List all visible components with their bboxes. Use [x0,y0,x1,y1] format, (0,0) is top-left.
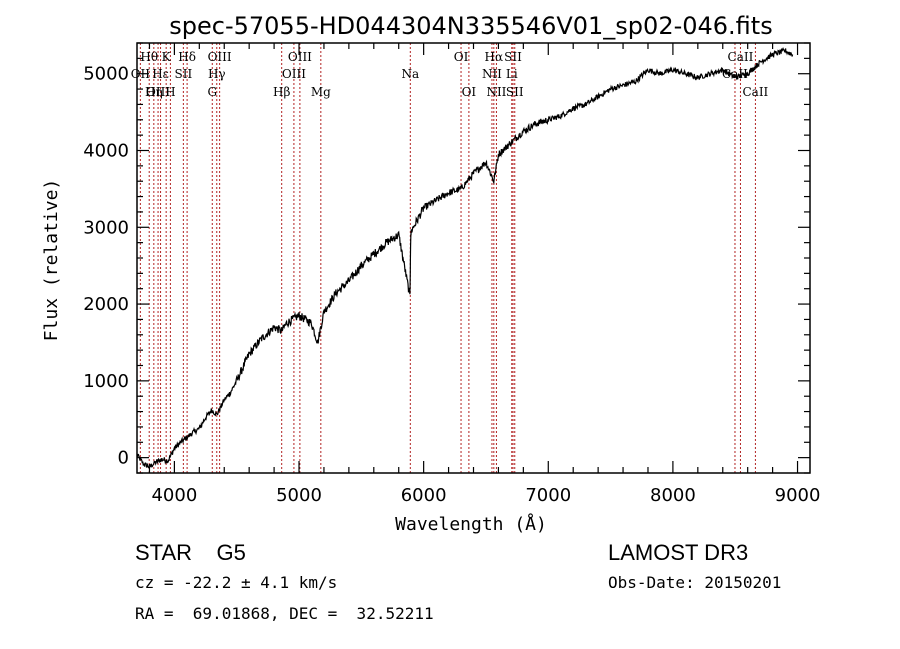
y-axis-label: Flux (relative) [41,179,62,342]
y-tick-label: 3000 [83,217,129,238]
line-label: OIII [288,50,312,64]
survey-name: LAMOST DR3 [608,540,749,565]
line-label: Mg [311,85,331,99]
spectrum-line [136,47,794,469]
line-label: Hγ [208,67,226,81]
chart-title: spec-57055-HD044304N335546V01_sp02-046.f… [169,12,772,40]
emission-line-markers [139,43,756,473]
x-tick-label: 9000 [775,485,821,506]
line-label: Hδ [178,50,196,64]
spectrum-chart: spec-57055-HD044304N335546V01_sp02-046.f… [41,12,821,535]
x-tick-label: 4000 [151,485,197,506]
line-label: Hα [485,50,504,64]
y-tick-label: 4000 [83,141,129,162]
y-axis: 0 1000 2000 3000 4000 5000 [83,42,810,474]
observation-date: Obs-Date: 20150201 [608,573,782,592]
line-label: OI [462,85,477,99]
line-label: OI [454,50,469,64]
line-label: OIII [282,67,306,81]
line-label: NII [482,67,502,81]
x-tick-label: 5000 [276,485,322,506]
y-tick-label: 1000 [83,371,129,392]
line-label: CaII [728,50,754,64]
x-tick-label: 7000 [525,485,571,506]
line-label: SII [506,85,524,99]
line-label: G [207,85,217,99]
line-label: CaII [742,85,768,99]
line-label: OIII [208,50,232,64]
ra-dec: RA = 69.01868, DEC = 32.52211 [135,604,434,623]
line-label: Hε [152,67,169,81]
plot-frame [136,42,811,474]
line-label: H [165,85,175,99]
redshift-cz: cz = -22.2 ± 4.1 km/s [135,573,338,592]
x-axis: 4000 5000 6000 7000 8000 9000 [148,43,821,506]
line-label: Hβ [273,85,290,99]
line-label: Hθ [140,50,158,64]
y-tick-label: 2000 [83,294,129,315]
line-label: NII [486,85,506,99]
object-class: STAR G5 [135,540,246,565]
x-axis-label: Wavelength (Å) [395,513,547,535]
line-label: Hη [145,85,163,99]
line-label: Na [401,67,419,81]
line-label: OIII [146,85,170,99]
x-tick-label: 6000 [401,485,447,506]
x-tick-label: 8000 [650,485,696,506]
y-tick-label: 0 [118,448,129,469]
y-tick-label: 5000 [83,64,129,85]
line-label: K [162,50,172,64]
line-label: SII [175,67,193,81]
line-label: SII [504,50,522,64]
line-label: Li [506,67,518,81]
